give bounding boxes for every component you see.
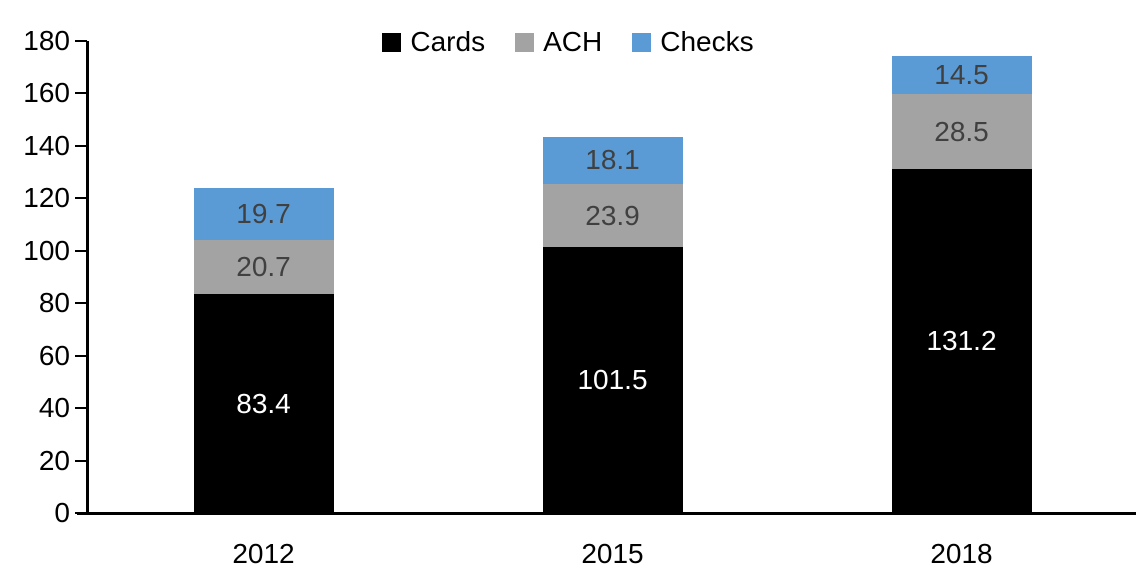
bar-segment-label-ach: 20.7: [236, 251, 291, 283]
y-axis-tick: [75, 197, 87, 200]
bar-segment-label-checks: 19.7: [236, 198, 291, 230]
legend-label: Checks: [660, 26, 754, 57]
y-axis-tick: [75, 407, 87, 410]
y-axis-line: [86, 41, 89, 513]
bar-segment-label-ach: 28.5: [934, 115, 989, 147]
x-axis-category-label: 2012: [232, 538, 295, 569]
y-axis-tick: [75, 92, 87, 95]
y-axis-tick: [75, 144, 87, 147]
bar-segment-label-checks: 14.5: [934, 59, 989, 91]
bar-segment-cards: [542, 246, 683, 513]
y-axis-tick-label: 100: [23, 234, 70, 266]
bar-segment-label-cards: 83.4: [236, 387, 291, 419]
legend-item-cards: Cards: [382, 28, 485, 56]
y-axis-tick-label: 120: [23, 182, 70, 214]
legend-label: ACH: [543, 26, 603, 57]
legend-label: Cards: [410, 26, 486, 57]
bar-segment-label-checks: 18.1: [585, 144, 640, 176]
legend-swatch-icon: [382, 32, 402, 52]
y-axis-tick-label: 20: [38, 444, 70, 476]
y-axis-tick-label: 80: [38, 287, 70, 319]
bar-segment-ach: [193, 240, 334, 295]
bar-segment-checks: [891, 56, 1032, 95]
x-axis-category-label: 2015: [581, 538, 644, 569]
legend-swatch-icon: [515, 32, 535, 52]
y-axis-tick-label: 160: [23, 77, 70, 109]
y-axis-tick-label: 60: [38, 339, 70, 371]
chart-legend: Cards ACH Checks: [0, 28, 1136, 56]
y-axis-tick: [75, 40, 87, 42]
bar-segment-ach: [891, 94, 1032, 169]
y-axis-tick-label: 180: [23, 25, 70, 56]
y-axis-tick: [75, 249, 87, 252]
bar-segment-ach: [542, 184, 683, 247]
bar-segment-label-cards: 101.5: [577, 363, 648, 395]
y-axis-tick-label: 0: [54, 497, 70, 528]
bar-segment-cards: [891, 169, 1032, 513]
bar-segment-label-ach: 23.9: [585, 199, 640, 231]
y-axis-tick: [75, 512, 87, 514]
y-axis-tick: [75, 354, 87, 357]
legend-swatch-icon: [632, 32, 652, 52]
x-axis-line: [77, 512, 1136, 515]
y-axis-tick: [75, 459, 87, 462]
bar-segment-checks: [193, 188, 334, 241]
legend-item-ach: ACH: [515, 28, 602, 56]
x-axis-category-label: 2018: [930, 538, 993, 569]
y-axis-tick-label: 40: [38, 392, 70, 424]
y-axis-tick-label: 140: [23, 129, 70, 161]
legend-item-checks: Checks: [632, 26, 754, 57]
bar-segment-checks: [542, 136, 683, 185]
bar-segment-label-cards: 131.2: [926, 325, 997, 356]
y-axis-tick: [75, 302, 87, 305]
bar-segment-cards: [193, 294, 334, 513]
